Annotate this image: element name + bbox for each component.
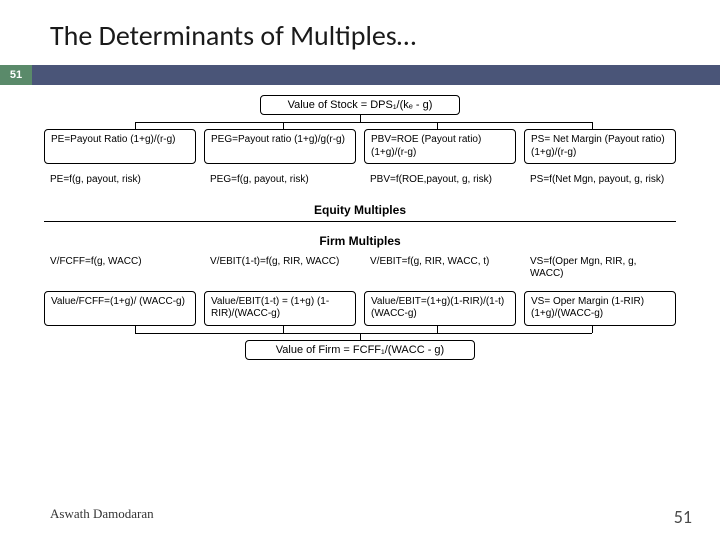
firm-func-vs: VS=f(Oper Mgn, RIR, g, WACC) xyxy=(524,252,676,285)
equity-func-peg: PEG=f(g, payout, risk) xyxy=(204,170,356,191)
firm-box-ebit1t: Value/EBIT(1-t) = (1+g) (1- RIR)/(WACC-g… xyxy=(204,291,356,326)
equity-box-peg: PEG=Payout ratio (1+g)/g(r-g) xyxy=(204,129,356,164)
section-divider xyxy=(44,221,676,222)
connector-bottom xyxy=(38,326,682,340)
equity-funcs-row: PE=f(g, payout, risk) PEG=f(g, payout, r… xyxy=(38,170,682,191)
firm-box-vs: VS= Oper Margin (1-RIR) (1+g)/(WACC-g) xyxy=(524,291,676,326)
firm-func-fcff: V/FCFF=f(g, WACC) xyxy=(44,252,196,285)
equity-func-ps: PS=f(Net Mgn, payout, g, risk) xyxy=(524,170,676,191)
equity-box-pe: PE=Payout Ratio (1+g)/(r-g) xyxy=(44,129,196,164)
header-stripe xyxy=(32,65,720,85)
firm-func-ebit1t: V/EBIT(1-t)=f(g, RIR, WACC) xyxy=(204,252,356,285)
firm-section-label: Firm Multiples xyxy=(38,234,682,248)
footer-author: Aswath Damodaran xyxy=(50,506,154,522)
diagram-area: Value of Stock = DPS₁/(kₑ - g) PE=Payout… xyxy=(0,95,720,360)
connector-top xyxy=(38,115,682,129)
slide-title: The Determinants of Multiples… xyxy=(0,0,720,65)
page-number: 51 xyxy=(674,506,692,528)
equity-boxes-row: PE=Payout Ratio (1+g)/(r-g) PEG=Payout r… xyxy=(38,129,682,164)
equity-section-label: Equity Multiples xyxy=(38,203,682,217)
top-formula-box: Value of Stock = DPS₁/(kₑ - g) xyxy=(260,95,460,115)
firm-box-fcff: Value/FCFF=(1+g)/ (WACC-g) xyxy=(44,291,196,326)
equity-func-pbv: PBV=f(ROE,payout, g, risk) xyxy=(364,170,516,191)
firm-boxes-row: Value/FCFF=(1+g)/ (WACC-g) Value/EBIT(1-… xyxy=(38,291,682,326)
firm-funcs-row: V/FCFF=f(g, WACC) V/EBIT(1-t)=f(g, RIR, … xyxy=(38,252,682,285)
equity-box-ps: PS= Net Margin (Payout ratio) (1+g)/(r-g… xyxy=(524,129,676,164)
equity-func-pe: PE=f(g, payout, risk) xyxy=(44,170,196,191)
firm-box-ebit: Value/EBIT=(1+g)(1-RIR)/(1-t)(WACC-g) xyxy=(364,291,516,326)
firm-func-ebit: V/EBIT=f(g, RIR, WACC, t) xyxy=(364,252,516,285)
slide-badge: 51 xyxy=(0,65,32,85)
bottom-formula-box: Value of Firm = FCFF₁/(WACC - g) xyxy=(245,340,475,360)
equity-box-pbv: PBV=ROE (Payout ratio) (1+g)/(r-g) xyxy=(364,129,516,164)
header-bar: 51 xyxy=(0,65,720,85)
